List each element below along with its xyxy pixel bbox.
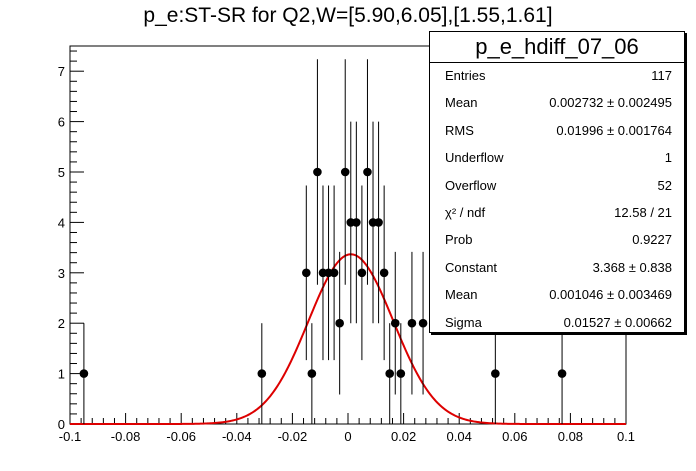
stats-row-value: 52 (657, 177, 672, 193)
data-point (352, 121, 361, 324)
data-point (340, 59, 350, 285)
x-tick-label: 0.04 (447, 429, 472, 444)
data-point (329, 185, 339, 361)
data-point (379, 185, 389, 361)
x-tick-label: 0.02 (391, 429, 416, 444)
stats-row: Prob 0.9227 (430, 227, 684, 254)
stats-row-value: 0.01527 ± 0.00662 (563, 314, 672, 330)
data-point (491, 323, 500, 424)
gaussian-fit-curve (70, 253, 626, 425)
x-tick-label: -0.1 (59, 429, 81, 444)
y-tick-label: 4 (58, 215, 65, 230)
stats-row: Entries 117 (430, 63, 684, 90)
stats-row-name: Entries (445, 68, 486, 83)
x-tick-label: 0.08 (558, 429, 583, 444)
point-marker (79, 369, 89, 378)
y-tick-label: 6 (58, 115, 65, 130)
y-tick-label: 0 (58, 417, 65, 432)
stats-row: RMS 0.01996 ± 0.001764 (430, 118, 684, 145)
data-point (385, 323, 395, 424)
x-tick-label: 0.06 (502, 429, 527, 444)
point-marker (385, 369, 395, 378)
stats-row-name: Constant (445, 259, 498, 275)
data-point (307, 323, 317, 424)
point-marker (307, 369, 317, 378)
data-point (363, 59, 372, 285)
y-tick-label: 2 (58, 316, 65, 331)
x-tick-label: -0.08 (111, 429, 141, 444)
data-point (557, 323, 567, 424)
x-tick-label: 0 (344, 429, 351, 444)
point-marker (340, 167, 350, 177)
point-marker (335, 318, 344, 328)
point-marker (390, 318, 400, 328)
stats-row-name: Mean (445, 95, 478, 111)
stats-row: Underflow 1 (430, 145, 684, 172)
stats-row-value: 0.01996 ± 0.001764 (556, 122, 672, 138)
data-point (390, 251, 400, 395)
data-point (418, 251, 428, 395)
point-marker (352, 218, 361, 227)
y-tick-label: 7 (58, 64, 65, 79)
stats-row-value: 0.9227 (632, 232, 672, 248)
point-marker (396, 369, 406, 378)
stats-row-value: 3.368 ± 0.838 (592, 259, 672, 275)
data-point (313, 59, 322, 285)
stats-row: Sigma 0.01527 ± 0.00662 (430, 310, 684, 337)
point-marker (407, 318, 417, 328)
point-marker (302, 268, 311, 278)
point-marker (379, 268, 389, 278)
point-marker (313, 167, 322, 177)
stats-row-name: Mean (445, 287, 478, 303)
stats-box-title: p_e_hdiff_07_06 (430, 32, 684, 63)
point-marker (491, 369, 500, 378)
stats-row: χ² / ndf 12.58 / 21 (430, 200, 684, 227)
point-marker (257, 369, 267, 378)
x-tick-label: -0.06 (166, 429, 196, 444)
stats-row: Mean 0.002732 ± 0.002495 (430, 90, 684, 117)
data-point (374, 121, 383, 324)
data-points (79, 59, 567, 424)
y-tick-label: 1 (58, 367, 65, 382)
stats-row-name: RMS (445, 122, 474, 138)
stats-row-name: Sigma (445, 314, 482, 330)
stats-row-value: 0.002732 ± 0.002495 (549, 95, 672, 111)
data-point (357, 185, 367, 361)
data-point (79, 323, 89, 424)
axis-tick-labels: -0.1 -0.08 -0.06 -0.04 -0.02 0 0.02 0.04 0.06 0.0… (58, 64, 635, 444)
stats-row-value: 0.001046 ± 0.003469 (549, 287, 672, 303)
point-marker (418, 318, 428, 328)
stats-row-name: Prob (445, 232, 473, 248)
point-marker (329, 268, 339, 278)
data-point (407, 251, 417, 395)
data-point (257, 323, 267, 424)
x-tick-label: -0.04 (222, 429, 252, 444)
data-point (396, 323, 406, 424)
point-marker (557, 369, 567, 378)
point-marker (363, 167, 372, 177)
stats-row-value: 12.58 / 21 (614, 205, 672, 220)
point-marker (374, 218, 383, 227)
chart-title: p_e:ST-SR for Q2,W=[5.90,6.05],[1.55,1.6… (143, 4, 553, 27)
stats-row-name: χ² / ndf (445, 205, 486, 220)
data-point (335, 251, 344, 395)
stats-row: Mean 0.001046 ± 0.003469 (430, 282, 684, 309)
point-marker (357, 268, 367, 278)
x-tick-label: 0.1 (617, 429, 635, 444)
stats-box: p_e_hdiff_07_06 Entries 117 Mean 0.002732 ±… (429, 31, 685, 333)
stats-row: Overflow 52 (430, 173, 684, 200)
stats-row: Constant 3.368 ± 0.838 (430, 255, 684, 282)
stats-row-name: Overflow (445, 177, 497, 193)
stats-row-name: Underflow (445, 150, 504, 166)
x-tick-label: -0.02 (278, 429, 308, 444)
stats-row-value: 1 (664, 150, 672, 166)
data-point (302, 185, 311, 361)
y-tick-label: 5 (58, 165, 65, 180)
y-tick-label: 3 (58, 266, 65, 281)
stats-row-value: 117 (651, 68, 672, 83)
